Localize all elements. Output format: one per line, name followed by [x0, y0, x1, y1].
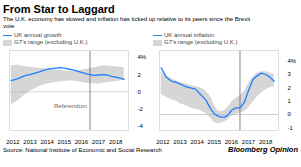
svg-text:0: 0: [138, 89, 142, 95]
svg-text:2013: 2013: [173, 139, 187, 144]
svg-text:2013: 2013: [23, 139, 37, 144]
html-text:Bloomberg Opinion: Bloomberg Opinion: [228, 145, 298, 154]
svg-text:Referendum: Referendum: [54, 103, 87, 109]
svg-text:2012: 2012: [6, 139, 20, 144]
svg-text:-1: -1: [288, 125, 294, 131]
svg-text:-2: -2: [138, 106, 144, 112]
svg-text:2: 2: [288, 85, 292, 91]
html-text:The U.K. economy has slowed an: The U.K. economy has slowed and inflatio…: [3, 16, 251, 22]
svg-text:2014: 2014: [190, 139, 204, 144]
svg-text:2018: 2018: [259, 139, 273, 144]
svg-text:-4: -4: [138, 123, 144, 129]
svg-text:2: 2: [138, 72, 142, 78]
html-text:G7's range (excluding U.K.): G7's range (excluding U.K.): [14, 39, 88, 45]
svg-text:2016: 2016: [75, 139, 89, 144]
svg-text:3: 3: [288, 71, 292, 77]
svg-text:2015: 2015: [208, 139, 222, 144]
html-text:vote: vote: [3, 23, 15, 29]
svg-text:0: 0: [288, 111, 292, 117]
svg-text:2016: 2016: [225, 139, 239, 144]
svg-text:4%: 4%: [138, 54, 147, 60]
html-text:From Star to Laggard: From Star to Laggard: [3, 3, 115, 15]
svg-text:2017: 2017: [242, 139, 256, 144]
svg-text:2017: 2017: [92, 139, 106, 144]
svg-text:2015: 2015: [58, 139, 72, 144]
html-text:UK annual inflation: UK annual inflation: [164, 32, 215, 38]
html-text:G7's range (excluding U.K.): G7's range (excluding U.K.): [164, 39, 238, 45]
html-text:Source: National Institute of: Source: National Institute of Economic a…: [3, 147, 162, 153]
svg-text:1: 1: [288, 98, 292, 104]
svg-text:4%: 4%: [288, 58, 297, 64]
svg-text:2018: 2018: [109, 139, 123, 144]
svg-text:2012: 2012: [156, 139, 170, 144]
html-text:UK annual growth: UK annual growth: [14, 32, 62, 38]
svg-text:2014: 2014: [40, 139, 54, 144]
